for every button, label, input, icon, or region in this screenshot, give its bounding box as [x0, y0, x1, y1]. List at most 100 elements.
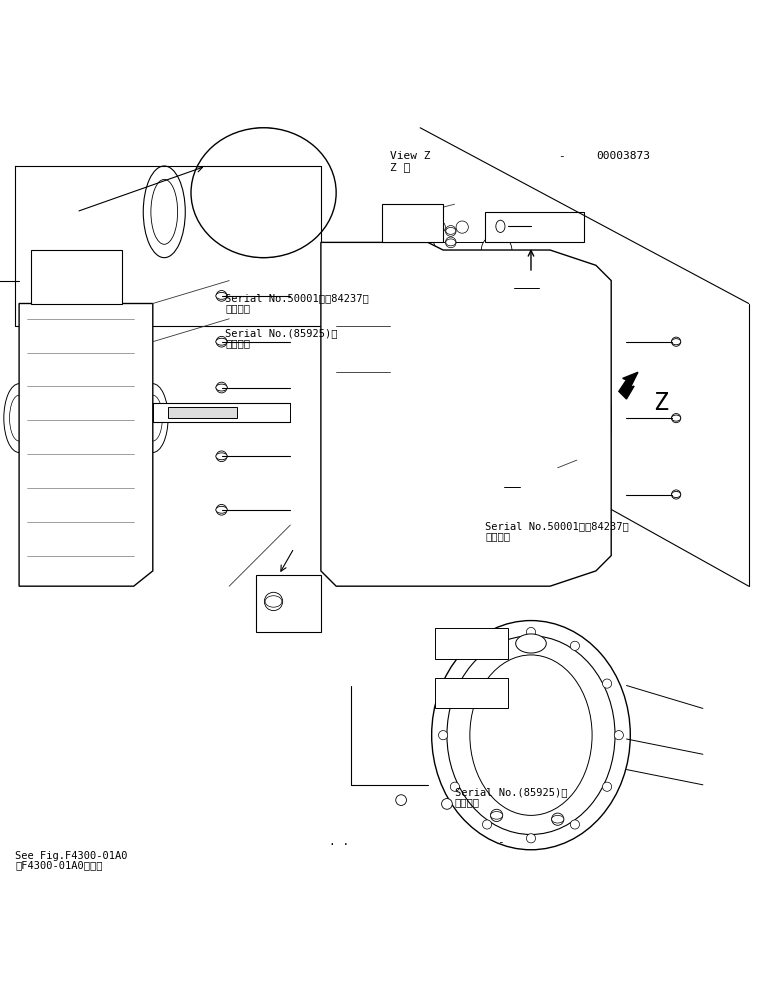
Ellipse shape — [496, 221, 505, 232]
Ellipse shape — [445, 239, 455, 246]
Circle shape — [445, 237, 456, 247]
Circle shape — [482, 490, 493, 499]
Circle shape — [548, 538, 552, 543]
Text: Serial No.(85925)～: Serial No.(85925)～ — [225, 328, 338, 338]
Circle shape — [225, 154, 302, 230]
Circle shape — [216, 504, 227, 515]
Ellipse shape — [672, 338, 681, 345]
Circle shape — [264, 592, 283, 610]
Bar — [489, 472, 607, 502]
Circle shape — [548, 423, 552, 428]
Text: 適用号機: 適用号機 — [225, 304, 251, 314]
Circle shape — [672, 490, 681, 499]
Ellipse shape — [216, 293, 228, 300]
Circle shape — [405, 234, 435, 265]
Ellipse shape — [265, 595, 282, 607]
Circle shape — [570, 820, 579, 829]
Circle shape — [530, 515, 535, 519]
Circle shape — [61, 308, 99, 345]
Bar — [332, 326, 393, 418]
Circle shape — [614, 731, 623, 740]
Circle shape — [603, 782, 612, 791]
Circle shape — [497, 470, 501, 474]
Bar — [256, 575, 321, 632]
Circle shape — [548, 470, 552, 474]
Polygon shape — [619, 372, 638, 399]
Ellipse shape — [151, 179, 177, 244]
Circle shape — [552, 479, 559, 487]
Circle shape — [443, 449, 489, 494]
Ellipse shape — [470, 655, 592, 815]
Circle shape — [479, 515, 484, 519]
Circle shape — [481, 234, 512, 265]
Circle shape — [53, 513, 107, 567]
Circle shape — [497, 493, 501, 496]
Circle shape — [548, 401, 552, 405]
Ellipse shape — [432, 620, 630, 850]
Ellipse shape — [9, 396, 29, 441]
Text: 00003873: 00003873 — [596, 150, 650, 160]
Ellipse shape — [542, 312, 611, 525]
Ellipse shape — [143, 166, 185, 258]
Circle shape — [216, 336, 227, 347]
Circle shape — [199, 128, 329, 258]
Circle shape — [573, 322, 581, 330]
Text: . .: . . — [329, 837, 349, 847]
Bar — [435, 628, 508, 659]
Circle shape — [526, 627, 536, 637]
Ellipse shape — [672, 415, 681, 421]
Ellipse shape — [191, 128, 336, 258]
Circle shape — [439, 731, 448, 740]
Text: See Fig.F4300-01A0: See Fig.F4300-01A0 — [15, 851, 128, 860]
Circle shape — [410, 221, 422, 233]
Circle shape — [548, 515, 552, 519]
Circle shape — [513, 423, 518, 428]
Circle shape — [552, 813, 564, 825]
Circle shape — [46, 406, 115, 476]
Ellipse shape — [216, 384, 228, 391]
Circle shape — [513, 401, 518, 405]
Circle shape — [396, 795, 406, 805]
Circle shape — [216, 291, 227, 302]
Ellipse shape — [447, 636, 615, 835]
Circle shape — [513, 515, 518, 519]
Circle shape — [479, 538, 484, 543]
Text: Z: Z — [653, 392, 668, 415]
Circle shape — [542, 414, 550, 422]
Circle shape — [530, 470, 535, 474]
Text: Serial No.(85925)～: Serial No.(85925)～ — [455, 787, 567, 797]
Circle shape — [433, 221, 445, 233]
Circle shape — [61, 422, 99, 460]
Text: 適用号機: 適用号機 — [225, 338, 251, 348]
Bar — [504, 277, 558, 300]
Circle shape — [479, 470, 484, 474]
Circle shape — [497, 515, 501, 519]
Text: -: - — [558, 150, 565, 160]
Bar — [397, 242, 504, 281]
Circle shape — [513, 470, 518, 474]
Ellipse shape — [138, 384, 168, 453]
Polygon shape — [321, 242, 611, 586]
Circle shape — [34, 396, 126, 487]
Ellipse shape — [516, 634, 546, 653]
Ellipse shape — [549, 326, 605, 509]
Circle shape — [604, 414, 611, 422]
Circle shape — [570, 641, 579, 651]
Circle shape — [479, 423, 484, 428]
Circle shape — [548, 493, 552, 496]
Circle shape — [483, 641, 492, 651]
Circle shape — [435, 312, 497, 372]
Circle shape — [513, 493, 518, 496]
Text: 適用号機: 適用号機 — [485, 531, 510, 541]
Ellipse shape — [4, 384, 34, 453]
Bar — [435, 677, 508, 708]
Bar — [153, 403, 290, 422]
Circle shape — [479, 446, 484, 451]
Circle shape — [445, 225, 456, 236]
Circle shape — [513, 538, 518, 543]
Circle shape — [479, 401, 484, 405]
Text: Z 視: Z 視 — [390, 162, 410, 172]
Circle shape — [490, 809, 503, 822]
Circle shape — [497, 446, 501, 451]
Circle shape — [428, 433, 504, 509]
